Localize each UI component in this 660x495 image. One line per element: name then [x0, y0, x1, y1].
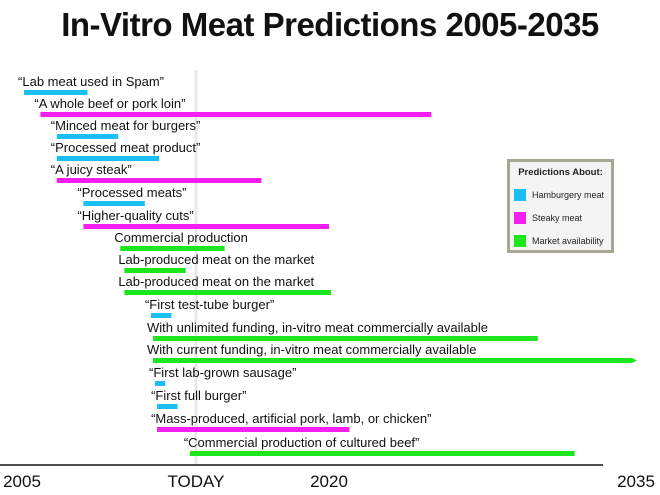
- timeline-bar: [83, 224, 330, 229]
- timeline-bar: [83, 201, 145, 206]
- x-tick-label: 2020: [310, 472, 348, 491]
- bar-label: With current funding, in-vitro meat comm…: [147, 342, 476, 357]
- timeline-bar: [155, 381, 166, 386]
- bar-label: With unlimited funding, in-vitro meat co…: [147, 320, 488, 335]
- x-tick-label: 2005: [3, 472, 41, 491]
- bar-label: “A juicy steak”: [51, 162, 132, 177]
- timeline-bar: [120, 246, 225, 251]
- bar-label: Lab-produced meat on the market: [118, 252, 314, 267]
- x-tick-label: TODAY: [167, 472, 224, 491]
- timeline-bar: [56, 134, 119, 139]
- timeline-bar: [124, 268, 186, 273]
- timeline-bar: [157, 427, 350, 432]
- timeline-bar: [56, 178, 262, 183]
- bar-label: “Lab meat used in Spam”: [18, 74, 164, 89]
- bar-label: “First full burger”: [151, 388, 246, 403]
- timeline-bar: [157, 404, 178, 409]
- timeline-bar: [56, 156, 160, 161]
- legend-label: Market availability: [532, 236, 604, 246]
- timeline-bar: [150, 313, 172, 318]
- legend-item-market: Market availability: [514, 235, 611, 247]
- legend-item-steaky: Steaky meat: [514, 212, 611, 224]
- timeline-bar: [40, 112, 432, 117]
- x-tick-label: 2035: [617, 472, 655, 491]
- bar-label: “First test-tube burger”: [145, 297, 274, 312]
- legend-label: Steaky meat: [532, 213, 583, 223]
- timeline-bar: [152, 336, 538, 341]
- bar-label: “Processed meat product”: [51, 140, 201, 155]
- legend-swatch: [514, 212, 526, 224]
- legend-item-hamburgery: Hamburgery meat: [514, 189, 611, 201]
- legend-swatch: [514, 189, 526, 201]
- legend-label: Hamburgery meat: [532, 190, 605, 200]
- legend-swatch: [514, 235, 526, 247]
- timeline-bar: [24, 90, 88, 95]
- timeline-bar: [124, 290, 332, 295]
- chart-title: In-Vitro Meat Predictions 2005-2035: [61, 6, 599, 43]
- bar-label: Commercial production: [114, 230, 248, 245]
- bar-label: “Higher-quality cuts”: [77, 208, 193, 223]
- bar-label: Lab-produced meat on the market: [118, 274, 314, 289]
- bar-label: “Minced meat for burgers”: [51, 118, 201, 133]
- bar-label: “Mass-produced, artificial pork, lamb, o…: [151, 411, 431, 426]
- legend-title: Predictions About:: [518, 167, 603, 178]
- bar-label: “First lab-grown sausage”: [149, 365, 296, 380]
- legend: Predictions About: Hamburgery meat Steak…: [507, 159, 614, 253]
- bar-label: “Commercial production of cultured beef”: [184, 435, 420, 450]
- bar-label: “A whole beef or pork loin”: [34, 96, 185, 111]
- bar-label: “Processed meats”: [77, 185, 186, 200]
- timeline-bar: [189, 451, 575, 456]
- timeline-bar: [152, 358, 637, 363]
